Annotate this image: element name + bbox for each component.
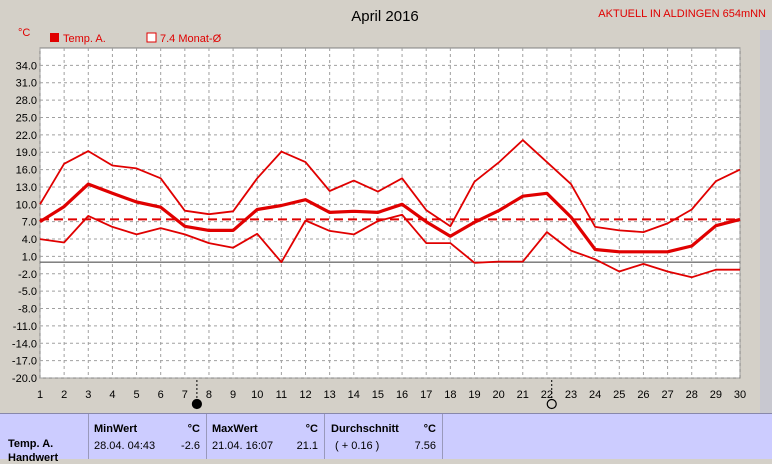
- x-tick-label: 29: [710, 389, 722, 401]
- max-value: 21.1: [296, 440, 318, 452]
- x-tick-label: 15: [372, 389, 384, 401]
- right-scroll-strip: [760, 30, 772, 413]
- x-tick-label: 6: [158, 389, 164, 401]
- chart-title: April 2016: [351, 8, 419, 25]
- y-tick-label: -5.0: [18, 286, 37, 298]
- y-tick-label: -17.0: [12, 356, 37, 368]
- max-datetime: 21.04. 16:07: [212, 440, 274, 452]
- x-tick-label: 11: [276, 389, 287, 401]
- y-tick-label: 16.0: [16, 165, 37, 177]
- x-tick-label: 8: [206, 389, 212, 401]
- station-label: AKTUELL IN ALDINGEN 654mNN: [598, 8, 766, 20]
- summary-row-label-cell: Temp. A. Handwert: [0, 414, 88, 464]
- x-tick-label: 17: [420, 389, 432, 401]
- x-tick-label: 21: [517, 389, 529, 401]
- legend: Temp. A. 7.4 Monat-Ø: [50, 32, 222, 45]
- x-tick-label: 24: [589, 389, 601, 401]
- x-tick-label: 13: [324, 389, 336, 401]
- y-tick-label: -2.0: [18, 269, 37, 281]
- series-line-max: [39, 139, 741, 234]
- max-header: MaxWert: [212, 423, 258, 435]
- y-tick-labels: 34.0 31.0 28.0 25.0 22.0 19.0 16.0 13.0 10.0 7.0 4…: [12, 60, 37, 385]
- summary-min-cell: MinWert °C 28.04. 04:43 -2.6: [88, 414, 206, 459]
- y-tick-label: 19.0: [16, 147, 37, 159]
- x-tick-label: 4: [109, 389, 115, 401]
- y-tick-label: -20.0: [12, 373, 37, 385]
- x-tick-label: 19: [468, 389, 480, 401]
- x-tick-label: 2: [61, 389, 67, 401]
- x-tick-label: 14: [348, 389, 360, 401]
- plot-area: [39, 47, 741, 379]
- full-moon-icon: [546, 398, 557, 410]
- x-tick-label: 28: [686, 389, 698, 401]
- avg-header: Durchschnitt: [331, 423, 399, 435]
- x-tick-labels: 1 2 3 4 5 6 7 8 9 10 11 12 13 14 15 16 17 18 19 20 21 22 23 24 2…: [37, 389, 746, 401]
- y-tick-label: 25.0: [16, 112, 37, 124]
- x-tick-label: 3: [85, 389, 91, 401]
- y-tick-label: 4.0: [22, 234, 37, 246]
- legend-swatch-mean: [146, 32, 157, 43]
- avg-value: 7.56: [414, 440, 436, 452]
- x-tick-label: 27: [661, 389, 673, 401]
- x-tick-label: 26: [637, 389, 649, 401]
- y-tick-label: 1.0: [22, 251, 37, 263]
- y-tick-label: -11.0: [13, 321, 37, 333]
- min-value: -2.6: [181, 440, 200, 452]
- y-tick-label: 10.0: [16, 199, 37, 211]
- min-datetime: 28.04. 04:43: [94, 440, 156, 452]
- chart-area: 34.031.028.025.022.019.016.013.010.07.04…: [11, 8, 767, 410]
- x-tick-label: 18: [444, 389, 456, 401]
- x-tick-label: 20: [492, 389, 504, 401]
- series-line-min: [39, 213, 740, 279]
- x-tick-label: 9: [230, 389, 236, 401]
- series-line-mean: [39, 182, 741, 254]
- avg-delta: ( + 0.16 ): [335, 440, 380, 452]
- new-moon-icon: [191, 398, 202, 410]
- summary-max-cell: MaxWert °C 21.04. 16:07 21.1: [206, 414, 324, 459]
- summary-empty-cell: [442, 414, 772, 459]
- x-tick-label: 25: [613, 389, 625, 401]
- summary-row-label: Temp. A.: [8, 438, 54, 450]
- avg-unit: °C: [423, 423, 436, 435]
- y-tick-label: 7.0: [22, 217, 37, 229]
- y-tick-label: 31.0: [16, 78, 37, 90]
- min-header: MinWert: [94, 423, 138, 435]
- y-unit-label: °C: [18, 27, 30, 39]
- y-tick-label: 34.0: [16, 60, 37, 72]
- x-tick-label: 10: [251, 389, 263, 401]
- x-tick-label: 22: [541, 389, 553, 401]
- y-tick-label: 22.0: [16, 130, 37, 142]
- moon-phase-markers: [191, 380, 557, 410]
- x-tick-label: 12: [299, 389, 311, 401]
- y-tick-label: -8.0: [18, 304, 37, 316]
- summary-panel: Temp. A. Handwert MinWert °C 28.04. 04:4…: [0, 413, 772, 464]
- series-lines: [39, 139, 741, 279]
- y-tick-label: -14.0: [12, 338, 37, 350]
- x-tick-label: 7: [182, 389, 188, 401]
- x-tick-label: 30: [734, 389, 746, 401]
- x-tick-label: 16: [396, 389, 408, 401]
- gridlines: [39, 48, 741, 379]
- legend-label-temp: Temp. A.: [63, 33, 106, 45]
- legend-swatch-temp: [50, 33, 59, 42]
- max-unit: °C: [305, 423, 318, 435]
- y-tick-label: 28.0: [16, 95, 37, 107]
- summary-avg-cell: Durchschnitt °C ( + 0.16 ) 7.56: [324, 414, 442, 459]
- summary-row-label-secondary: Handwert: [8, 452, 59, 464]
- min-unit: °C: [187, 423, 200, 435]
- x-tick-label: 5: [133, 389, 139, 401]
- x-tick-label: 23: [565, 389, 577, 401]
- legend-label-mean: 7.4 Monat-Ø: [160, 33, 222, 45]
- x-tick-label: 1: [37, 389, 43, 401]
- y-tick-label: 13.0: [16, 182, 37, 194]
